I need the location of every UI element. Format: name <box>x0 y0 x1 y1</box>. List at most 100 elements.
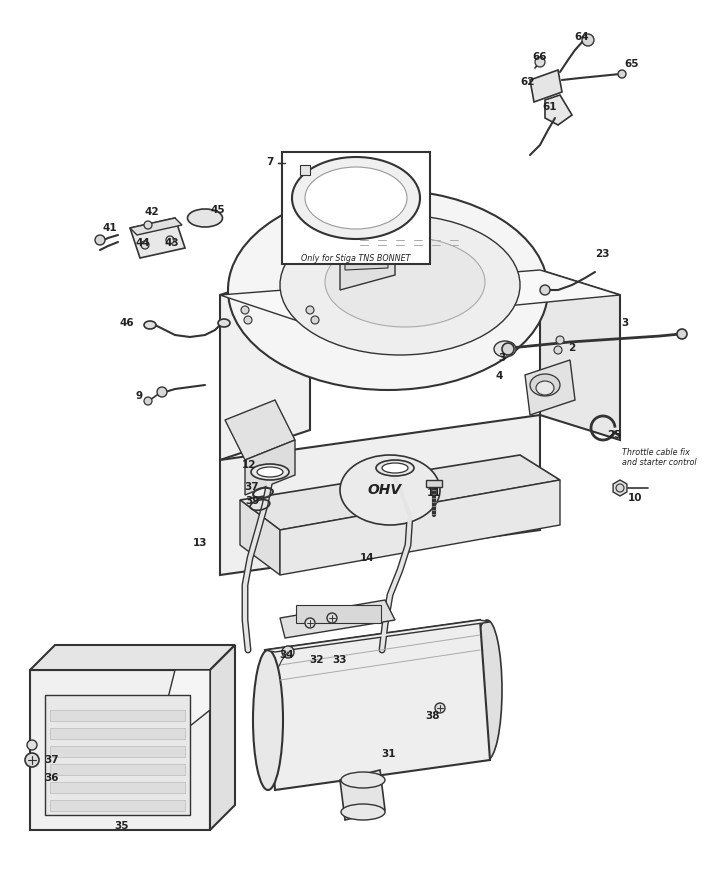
Polygon shape <box>340 240 395 290</box>
Polygon shape <box>426 480 442 487</box>
Ellipse shape <box>325 237 485 327</box>
Text: 14: 14 <box>360 553 374 563</box>
Text: 44: 44 <box>135 238 150 248</box>
Text: Only for Stiga TNS BONNET: Only for Stiga TNS BONNET <box>301 254 410 262</box>
Ellipse shape <box>251 464 289 480</box>
Circle shape <box>677 329 687 339</box>
Polygon shape <box>50 800 185 811</box>
Polygon shape <box>225 400 295 460</box>
Circle shape <box>311 316 319 324</box>
Polygon shape <box>220 415 540 575</box>
Circle shape <box>157 387 167 397</box>
Bar <box>282 152 430 264</box>
Polygon shape <box>265 620 490 790</box>
Text: 33: 33 <box>333 655 347 665</box>
Circle shape <box>144 221 152 229</box>
Text: 36: 36 <box>45 773 59 783</box>
Polygon shape <box>50 728 185 739</box>
Polygon shape <box>175 670 210 710</box>
Text: 37: 37 <box>245 482 259 492</box>
Polygon shape <box>240 500 280 575</box>
Polygon shape <box>240 455 560 530</box>
Text: 3: 3 <box>621 318 629 328</box>
Circle shape <box>95 235 105 245</box>
Text: 13: 13 <box>193 538 207 548</box>
Ellipse shape <box>340 455 440 525</box>
Circle shape <box>535 57 545 67</box>
Polygon shape <box>340 770 385 820</box>
Circle shape <box>282 646 294 658</box>
Text: 25: 25 <box>607 430 621 440</box>
Text: 10: 10 <box>628 493 642 503</box>
Polygon shape <box>220 270 620 325</box>
Ellipse shape <box>228 190 548 390</box>
Circle shape <box>305 618 315 628</box>
Text: Throttle cable fix
and starter control: Throttle cable fix and starter control <box>622 448 697 467</box>
Ellipse shape <box>305 167 407 229</box>
Polygon shape <box>50 746 185 757</box>
Bar <box>296 605 381 623</box>
Polygon shape <box>130 218 182 235</box>
Polygon shape <box>280 480 560 575</box>
Ellipse shape <box>187 209 222 227</box>
Ellipse shape <box>382 463 408 473</box>
Polygon shape <box>540 270 620 440</box>
Text: 32: 32 <box>310 655 324 665</box>
Text: 46: 46 <box>120 318 135 328</box>
Text: 12: 12 <box>242 460 256 470</box>
Polygon shape <box>45 695 190 815</box>
Text: 45: 45 <box>211 205 225 215</box>
Text: 2: 2 <box>568 343 575 353</box>
Polygon shape <box>165 670 210 730</box>
Circle shape <box>306 306 314 314</box>
Circle shape <box>166 236 174 244</box>
Polygon shape <box>545 95 572 125</box>
Polygon shape <box>220 265 310 460</box>
Circle shape <box>616 484 624 492</box>
Text: 11: 11 <box>427 488 441 498</box>
Ellipse shape <box>536 381 554 395</box>
Ellipse shape <box>341 772 385 788</box>
Ellipse shape <box>292 157 420 239</box>
Polygon shape <box>130 218 185 258</box>
Polygon shape <box>245 440 295 495</box>
Polygon shape <box>210 645 235 830</box>
Text: 42: 42 <box>145 207 159 217</box>
Ellipse shape <box>341 804 385 820</box>
Circle shape <box>141 241 149 249</box>
Text: 9: 9 <box>135 391 143 401</box>
Text: 35: 35 <box>114 821 130 831</box>
Polygon shape <box>530 70 562 102</box>
Text: 41: 41 <box>103 223 117 233</box>
Text: 66: 66 <box>533 52 547 62</box>
Ellipse shape <box>280 215 520 355</box>
Text: OHV: OHV <box>368 483 402 497</box>
Ellipse shape <box>530 374 560 396</box>
Circle shape <box>582 34 594 46</box>
Circle shape <box>244 316 252 324</box>
Circle shape <box>327 613 337 623</box>
Ellipse shape <box>472 620 502 760</box>
Circle shape <box>502 343 514 355</box>
Circle shape <box>241 306 249 314</box>
Ellipse shape <box>257 467 283 477</box>
Text: 7: 7 <box>266 157 274 167</box>
Ellipse shape <box>144 321 156 329</box>
Polygon shape <box>30 645 235 670</box>
Circle shape <box>25 753 39 767</box>
Ellipse shape <box>218 319 230 327</box>
Polygon shape <box>50 782 185 793</box>
Text: 62: 62 <box>521 77 535 87</box>
Text: 64: 64 <box>575 32 589 42</box>
Polygon shape <box>613 480 627 496</box>
Circle shape <box>435 703 445 713</box>
Circle shape <box>27 740 37 750</box>
Text: 38: 38 <box>426 711 440 721</box>
Text: 39: 39 <box>245 496 259 506</box>
Ellipse shape <box>376 460 414 476</box>
Text: 34: 34 <box>279 650 294 660</box>
Ellipse shape <box>253 650 283 790</box>
Polygon shape <box>30 670 210 830</box>
Text: 43: 43 <box>165 238 179 248</box>
Polygon shape <box>50 710 185 721</box>
